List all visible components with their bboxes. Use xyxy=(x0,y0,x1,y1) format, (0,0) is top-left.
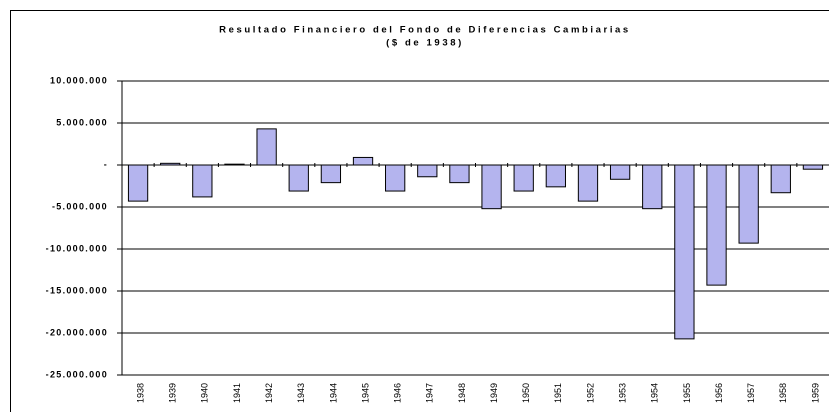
bar xyxy=(449,164,470,184)
x-tick-label: 1951 xyxy=(553,383,563,403)
x-tick-label: 1956 xyxy=(714,383,724,403)
bar xyxy=(288,164,309,192)
x-tick-label: 1954 xyxy=(650,383,660,403)
y-tick-label: - xyxy=(104,159,108,169)
bar xyxy=(706,164,727,286)
x-tick-label: 1958 xyxy=(778,383,788,403)
y-tick-label: 5.000.000 xyxy=(56,117,108,127)
x-tick-label: 1946 xyxy=(393,383,403,403)
bar xyxy=(513,164,534,192)
bar xyxy=(738,164,759,244)
x-tick-label: 1944 xyxy=(328,383,338,403)
bar xyxy=(481,164,502,210)
bar xyxy=(160,162,181,166)
chart-subtitle: ($ de 1938) xyxy=(386,38,464,49)
bar xyxy=(802,164,824,170)
y-tick-label: -20.000.000 xyxy=(46,327,108,337)
bar xyxy=(674,164,695,340)
y-tick-label: -15.000.000 xyxy=(46,285,108,295)
y-tick-label: -5.000.000 xyxy=(52,201,108,211)
bar xyxy=(224,163,245,166)
x-tick-label: 1943 xyxy=(296,383,306,403)
chart-title: Resultado Financiero del Fondo de Difere… xyxy=(219,25,631,36)
x-tick-label: 1941 xyxy=(232,383,242,403)
x-tick-label: 1948 xyxy=(457,383,467,403)
x-tick-label: 1953 xyxy=(617,383,627,403)
y-tick-label: -10.000.000 xyxy=(46,243,108,253)
bar xyxy=(192,164,213,198)
bar xyxy=(642,164,663,210)
bar xyxy=(256,128,277,166)
y-tick-label: 10.000.000 xyxy=(50,75,108,85)
bar xyxy=(417,164,438,178)
x-tick-label: 1942 xyxy=(264,383,274,403)
y-tick-label: -25.000.000 xyxy=(46,369,108,379)
x-tick-label: 1947 xyxy=(425,383,435,403)
x-tick-label: 1945 xyxy=(360,383,370,403)
x-tick-label: 1939 xyxy=(168,383,178,403)
x-tick-label: 1950 xyxy=(521,383,531,403)
x-tick-label: 1955 xyxy=(682,383,692,403)
chart-frame xyxy=(10,10,829,412)
x-tick-label: 1949 xyxy=(489,383,499,403)
x-tick-label: 1952 xyxy=(585,383,595,403)
bar xyxy=(385,164,406,192)
bar xyxy=(352,156,374,166)
bar xyxy=(545,164,566,188)
bar xyxy=(770,164,791,194)
bar xyxy=(577,164,599,202)
bar xyxy=(609,164,631,180)
bar xyxy=(320,164,342,184)
bar xyxy=(127,164,149,202)
x-tick-label: 1959 xyxy=(810,383,820,403)
x-tick-label: 1957 xyxy=(746,383,756,403)
x-tick-label: 1940 xyxy=(200,383,210,403)
x-tick-label: 1938 xyxy=(135,383,145,403)
